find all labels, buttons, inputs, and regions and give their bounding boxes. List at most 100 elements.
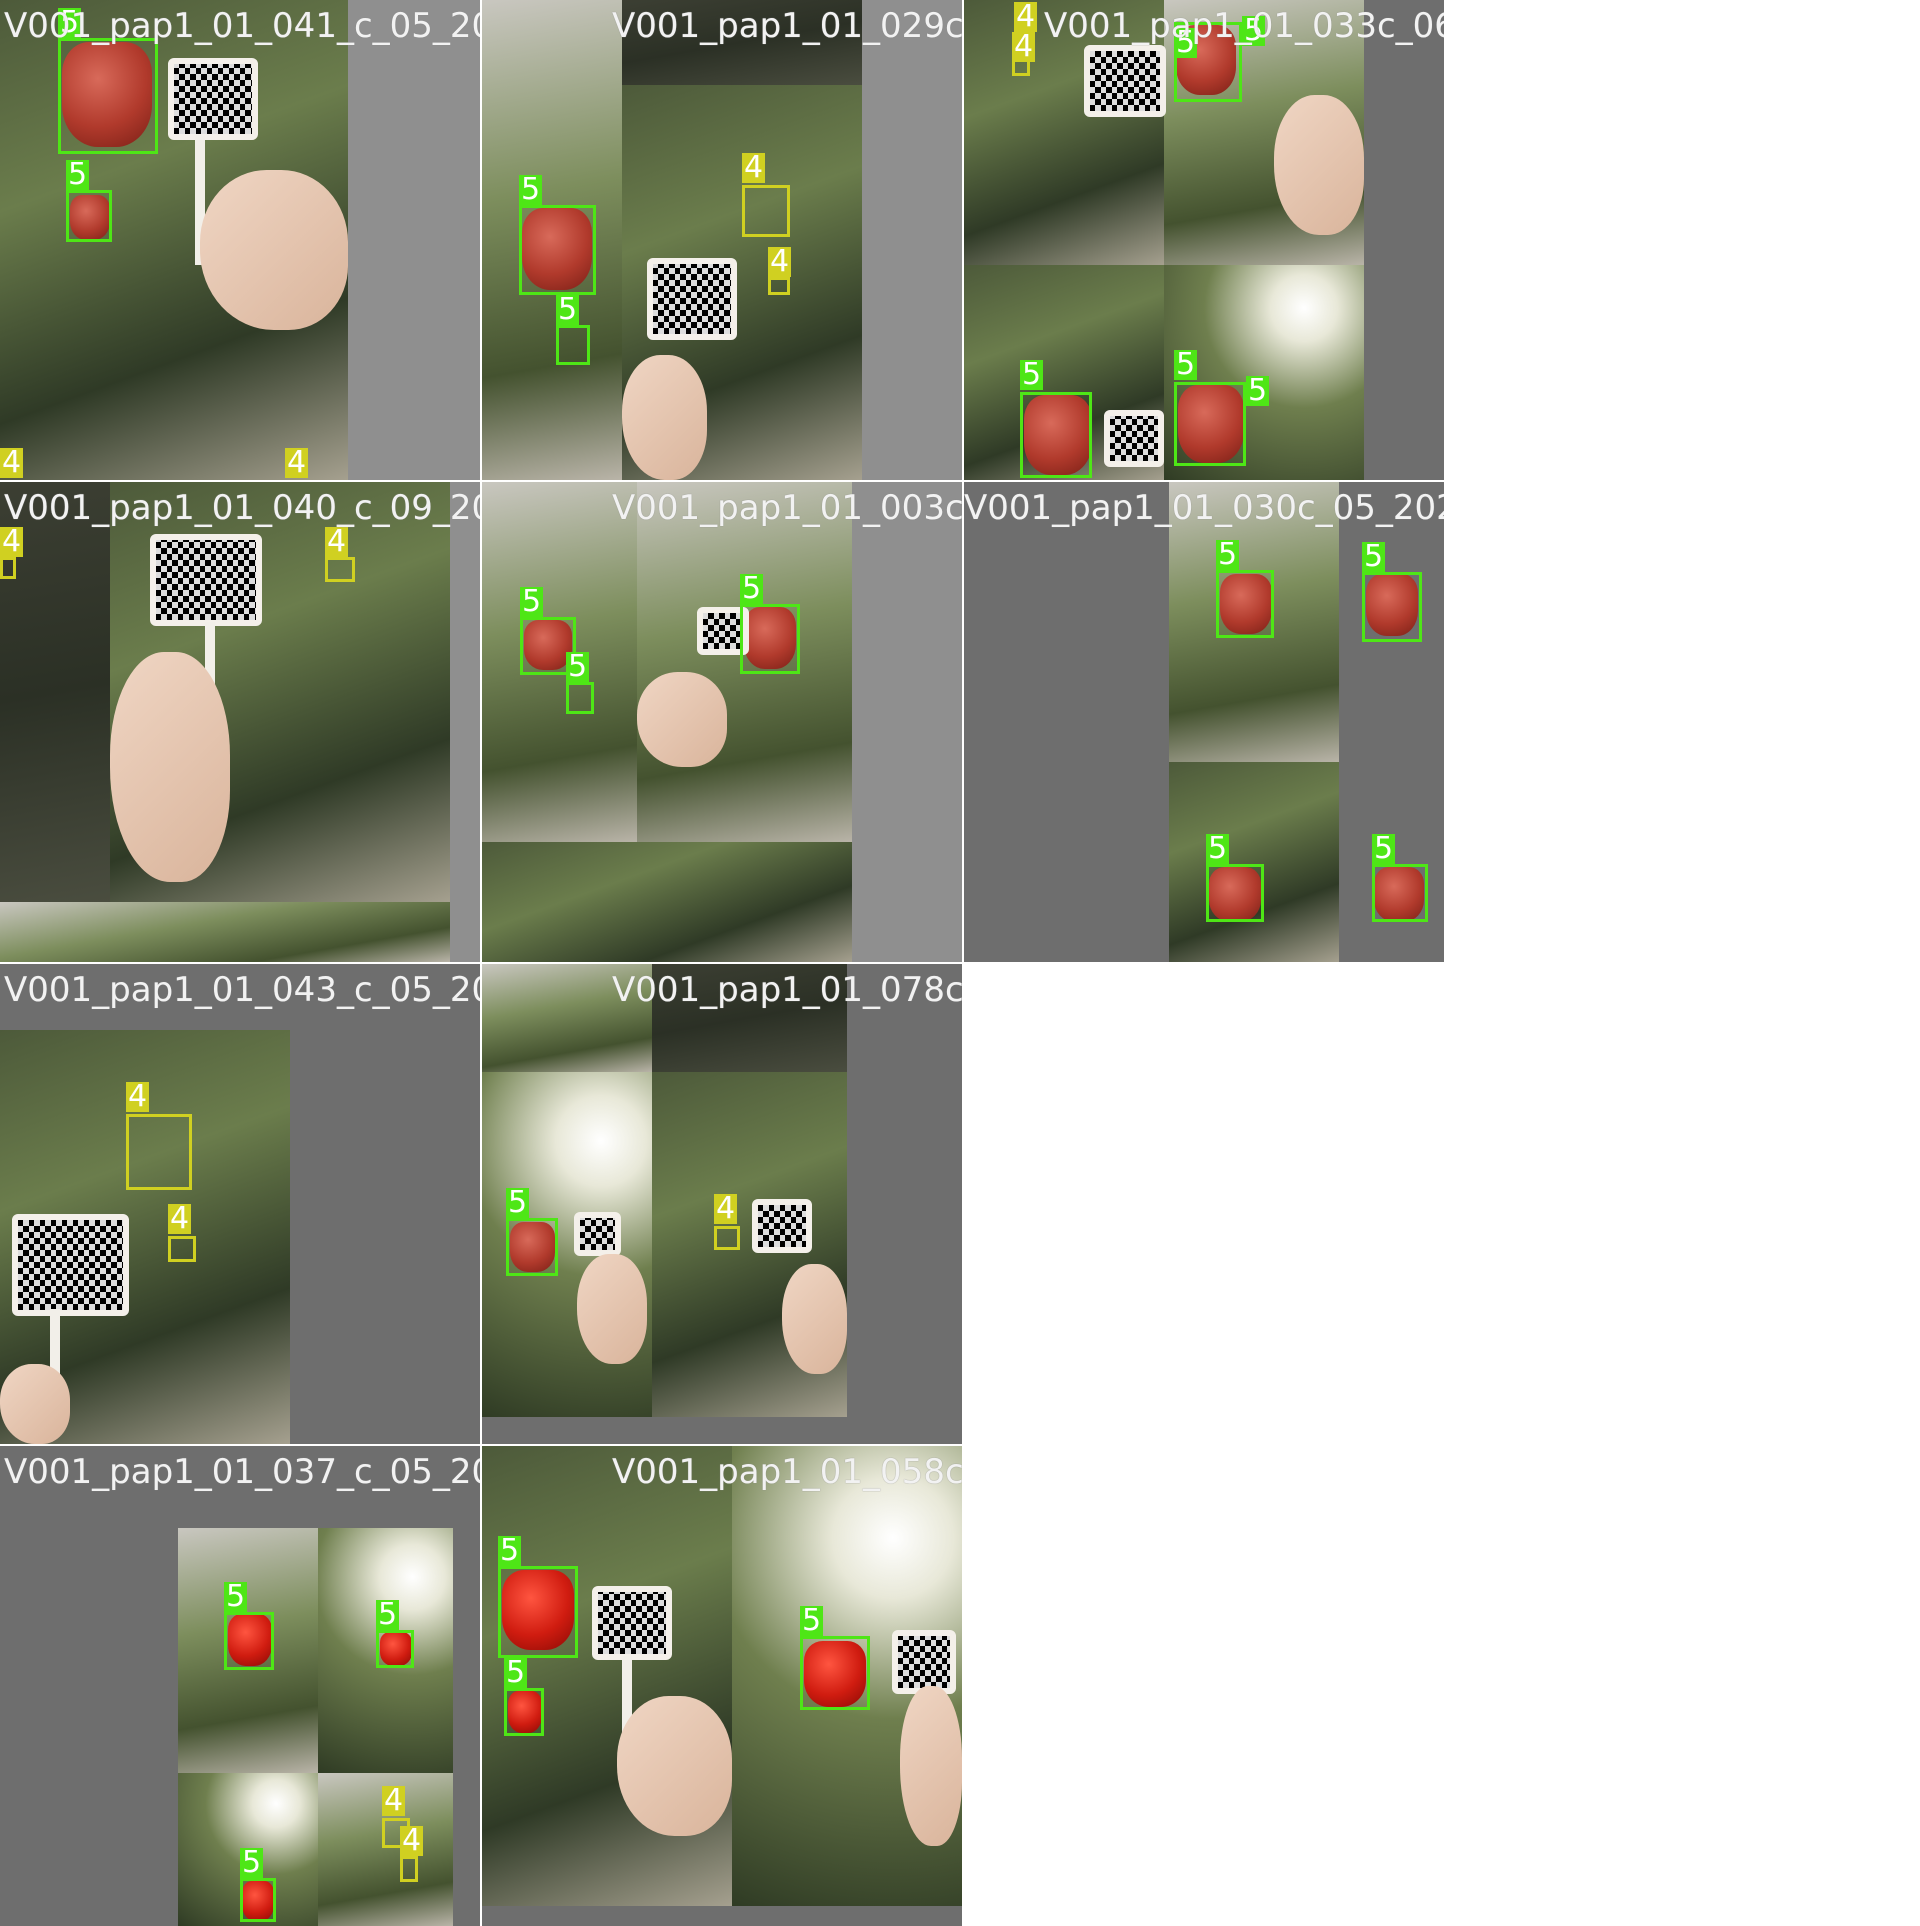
bbox-label: 5 xyxy=(1246,373,1270,408)
bbox-class5 xyxy=(58,38,158,154)
image-caption: V001_pap1_01_058c_05_20220103_21_001018 xyxy=(612,1452,962,1492)
mosaic-tile: 5 4 V001_pap1_01_078c_08_20220103_21_030… xyxy=(482,964,962,1444)
bbox-class4 xyxy=(742,185,790,237)
bbox-label: 5 xyxy=(740,571,764,606)
tag-stake xyxy=(622,1656,632,1766)
bbox-label: 5 xyxy=(519,172,543,207)
hand xyxy=(617,1696,732,1836)
hand xyxy=(200,170,348,330)
mosaic-tile: 5 5 4 4 V001_pap1_01_029c_04_20220103_21… xyxy=(482,0,962,480)
qr-tag xyxy=(12,1214,129,1316)
bbox-label: 4 xyxy=(768,244,792,279)
qr-tag xyxy=(592,1586,672,1660)
qr-tag xyxy=(647,258,737,340)
bbox-class5 xyxy=(224,1612,274,1670)
photo xyxy=(482,842,852,962)
image-caption: V001_pap1_01_037_c_05_20220103_21_003058 xyxy=(4,1452,480,1492)
pepper xyxy=(524,620,572,670)
mosaic-tile: 5 5 5 4 4 V001_pap1_01_037_c_05_20220103… xyxy=(0,1446,480,1926)
bbox-label: 4 xyxy=(400,1823,424,1858)
qr-tag xyxy=(892,1630,956,1694)
bbox-class4 xyxy=(0,557,16,579)
bbox-class5 xyxy=(506,1218,558,1276)
photo xyxy=(622,0,862,85)
bbox-class5 xyxy=(1216,570,1274,638)
pepper xyxy=(1024,395,1092,475)
bbox-class5 xyxy=(740,604,800,674)
pepper xyxy=(1178,385,1244,463)
pepper xyxy=(522,208,592,290)
bbox-label: 5 xyxy=(1020,357,1044,392)
bbox-label: 5 xyxy=(58,5,82,40)
pepper xyxy=(380,1632,412,1666)
tag-stake xyxy=(205,622,215,702)
image-caption: V001_pap1_01_041_c_05_20220103_21_000429 xyxy=(4,6,480,46)
tag-stake xyxy=(50,1309,60,1389)
hand xyxy=(622,355,707,480)
image-caption: V001_pap1_01_033c_06_20220103_21_011004 xyxy=(1044,6,1444,46)
bbox-label: 5 xyxy=(240,1845,264,1880)
bbox-class5 xyxy=(498,1566,578,1658)
mosaic-tile: 5 5 4 4 V001_pap1_01_041_c_05_20220103_2… xyxy=(0,0,480,480)
photo xyxy=(637,482,852,842)
image-caption: V001_pap1_01_040_c_09_20220103_21_000803 xyxy=(4,488,480,528)
qr-tag xyxy=(168,58,258,140)
pepper xyxy=(1220,574,1272,634)
bbox-label: 5 xyxy=(1216,537,1240,572)
photo xyxy=(482,964,652,1072)
qr-tag xyxy=(697,607,749,655)
qr-tag xyxy=(150,534,262,626)
bbox-class5 xyxy=(1372,864,1428,922)
bbox-label: 5 xyxy=(1372,831,1396,866)
bbox-class4 xyxy=(168,1236,196,1262)
bbox-label: 4 xyxy=(1012,29,1036,64)
hand xyxy=(110,652,230,882)
qr-tag xyxy=(1084,45,1166,117)
mosaic-tile: 4 4 V001_pap1_01_040_c_09_20220103_21_00… xyxy=(0,482,480,962)
bbox-class5 xyxy=(1174,382,1246,466)
bbox-label: 5 xyxy=(66,157,90,192)
photo xyxy=(1169,762,1339,962)
image-caption: V001_pap1_01_043_c_05_20220103_21_010078 xyxy=(4,970,480,1010)
bbox-class5 xyxy=(1020,392,1092,478)
pepper xyxy=(744,607,796,669)
bbox-label: 5 xyxy=(566,649,590,684)
pepper xyxy=(510,1222,555,1272)
qr-tag xyxy=(574,1212,621,1256)
image-caption: V001_pap1_01_029c_04_20220103_21_003093 xyxy=(612,6,962,46)
pepper xyxy=(1366,574,1418,636)
bbox-label: 4 xyxy=(0,524,24,559)
photo xyxy=(0,902,450,962)
bbox-class5 xyxy=(519,205,596,295)
photo xyxy=(652,964,847,1072)
hand xyxy=(782,1264,847,1374)
mosaic-tile: 4 4 V001_pap1_01_043_c_05_20220103_21_01… xyxy=(0,964,480,1444)
hand xyxy=(900,1686,962,1846)
bbox-label: 4 xyxy=(0,445,24,480)
bbox-class4 xyxy=(126,1114,192,1190)
bbox-class5 xyxy=(520,617,576,675)
image-caption: V001_pap1_01_078c_08_20220103_21_030748 xyxy=(612,970,962,1010)
bbox-label: 5 xyxy=(1362,539,1386,574)
bbox-label: 5 xyxy=(556,292,580,327)
hand xyxy=(577,1254,647,1364)
bbox-label: 4 xyxy=(168,1201,192,1236)
bbox-label: 5 xyxy=(224,1579,248,1614)
bbox-label: 5 xyxy=(800,1603,824,1638)
photo xyxy=(964,0,1164,265)
bbox-label: 4 xyxy=(126,1079,150,1114)
bbox-class4 xyxy=(768,277,790,295)
hand xyxy=(637,672,727,767)
bbox-class4 xyxy=(400,1856,418,1882)
bbox-class4 xyxy=(714,1226,740,1250)
bbox-class5 xyxy=(556,325,590,365)
bbox-label: 5 xyxy=(506,1185,530,1220)
pepper xyxy=(1374,867,1424,922)
qr-tag xyxy=(1104,410,1164,467)
pepper xyxy=(242,1881,274,1921)
pepper xyxy=(1209,867,1261,922)
bbox-label: 4 xyxy=(285,445,309,480)
bbox-label: 5 xyxy=(1174,347,1198,382)
hand xyxy=(1274,95,1364,235)
bbox-class5 xyxy=(504,1688,544,1736)
